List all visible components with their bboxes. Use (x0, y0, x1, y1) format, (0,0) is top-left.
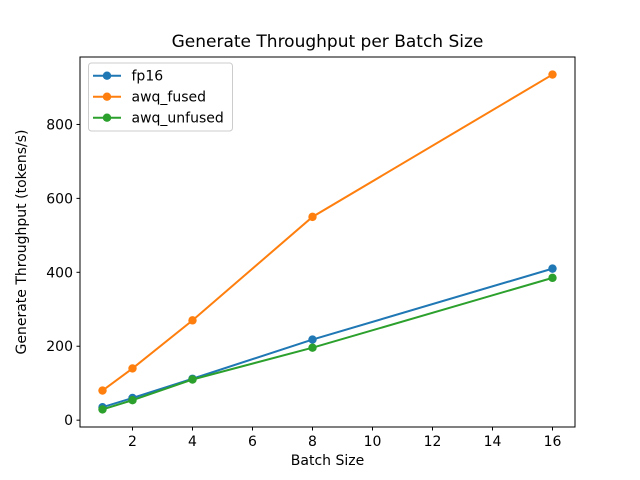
legend-frame (88, 62, 233, 132)
data-point-marker (188, 316, 197, 325)
data-point-marker (308, 343, 317, 352)
series-awq_unfused (98, 273, 557, 414)
y-axis-label: Generate Throughput (tokens/s) (14, 129, 30, 355)
legend-entry-fp16: fp16 (93, 69, 163, 85)
data-point-marker (98, 386, 107, 395)
x-tick-label: 16 (544, 434, 562, 450)
y-axis-ticks: 0 200 400 600 800 (46, 117, 80, 429)
x-tick-label: 14 (484, 434, 502, 450)
x-tick-label: 2 (128, 434, 137, 450)
y-tick-label: 200 (46, 339, 73, 355)
x-axis-ticks: 2 4 6 8 10 12 14 16 (128, 427, 561, 450)
x-tick-label: 10 (364, 434, 382, 450)
chart-title: Generate Throughput per Batch Size (171, 32, 484, 52)
series-line (102, 276, 553, 411)
series-awq_fused (98, 70, 557, 395)
data-point-marker (548, 273, 557, 283)
legend-entry-awq_fused: awq_fused (93, 90, 206, 106)
y-tick-label: 0 (64, 413, 73, 429)
axes-spines (79, 56, 576, 428)
legend: fp16 awq_fused awq_unfused (88, 62, 233, 132)
x-tick-label: 8 (308, 434, 317, 450)
x-tick-label: 6 (248, 434, 257, 450)
x-tick-label: 4 (188, 434, 197, 450)
data-point-marker (128, 364, 137, 373)
data-point-marker (548, 264, 557, 273)
data-point-marker (308, 335, 317, 344)
legend-label: awq_unfused (132, 111, 224, 127)
y-tick-label: 400 (46, 265, 73, 281)
legend-marker-sample (102, 92, 112, 101)
data-point-marker (188, 375, 197, 384)
x-axis-label: Batch Size (290, 453, 365, 469)
legend-label: awq_fused (132, 90, 207, 106)
x-tick-label: 12 (424, 434, 442, 450)
data-point-marker (98, 405, 107, 414)
series-fp16 (98, 264, 557, 412)
data-point-marker (308, 212, 317, 222)
data-point-marker (548, 70, 557, 79)
y-tick-label: 600 (46, 191, 73, 207)
legend-label: fp16 (132, 69, 164, 85)
y-tick-label: 800 (46, 117, 73, 133)
legend-marker-sample (102, 113, 112, 122)
legend-marker-sample (102, 71, 112, 80)
legend-entry-awq_unfused: awq_unfused (93, 111, 224, 127)
data-point-marker (128, 396, 137, 405)
